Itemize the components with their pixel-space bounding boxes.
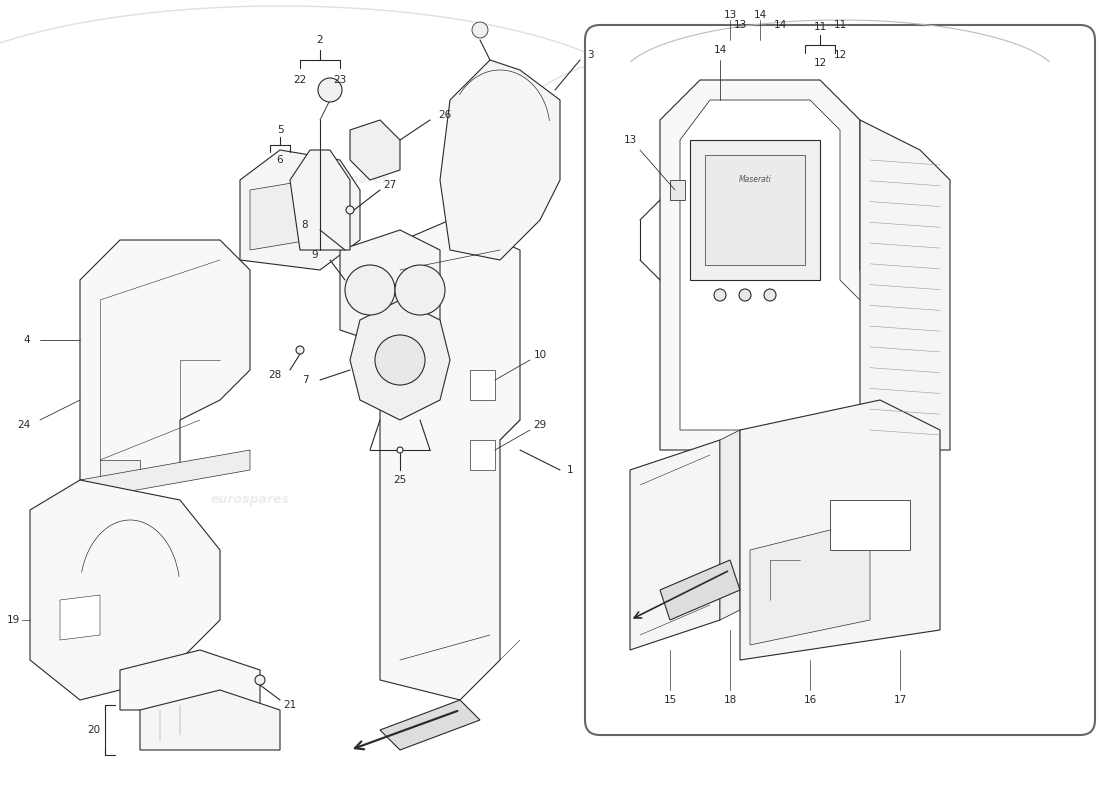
- Text: 12: 12: [834, 50, 847, 60]
- Text: 19: 19: [7, 615, 20, 625]
- Text: Maserati: Maserati: [738, 175, 771, 185]
- Text: 14: 14: [714, 45, 727, 55]
- Text: 23: 23: [333, 75, 346, 85]
- Polygon shape: [80, 240, 250, 480]
- Polygon shape: [240, 150, 360, 270]
- Text: 3: 3: [586, 50, 593, 60]
- Polygon shape: [830, 500, 910, 550]
- Text: 24: 24: [16, 420, 30, 430]
- Text: 29: 29: [534, 420, 547, 430]
- Text: eurospares: eurospares: [141, 274, 220, 286]
- Polygon shape: [60, 595, 100, 640]
- Text: 26: 26: [439, 110, 452, 120]
- Circle shape: [375, 335, 425, 385]
- Circle shape: [255, 675, 265, 685]
- Text: 27: 27: [384, 180, 397, 190]
- Text: 5: 5: [277, 125, 284, 135]
- Circle shape: [346, 206, 354, 214]
- Text: 16: 16: [803, 695, 816, 705]
- Circle shape: [345, 265, 395, 315]
- Circle shape: [296, 346, 304, 354]
- Polygon shape: [140, 690, 280, 750]
- Polygon shape: [100, 460, 140, 480]
- Text: 10: 10: [534, 350, 547, 360]
- Text: 13: 13: [624, 135, 637, 145]
- Text: 15: 15: [663, 695, 676, 705]
- FancyBboxPatch shape: [585, 25, 1094, 735]
- Polygon shape: [350, 120, 400, 180]
- Text: 2: 2: [317, 35, 323, 45]
- Polygon shape: [630, 440, 720, 650]
- Text: 22: 22: [294, 75, 307, 85]
- Text: 13: 13: [734, 20, 747, 30]
- Text: 9: 9: [311, 250, 318, 260]
- Polygon shape: [120, 650, 260, 710]
- Polygon shape: [80, 450, 250, 500]
- Polygon shape: [290, 150, 350, 250]
- Text: 20: 20: [87, 725, 100, 735]
- Text: eurospares: eurospares: [660, 243, 739, 257]
- Text: 21: 21: [284, 700, 297, 710]
- Polygon shape: [670, 180, 685, 200]
- Polygon shape: [470, 440, 495, 470]
- Circle shape: [397, 447, 403, 453]
- Polygon shape: [680, 100, 880, 430]
- Text: 13: 13: [724, 10, 737, 20]
- Text: 4: 4: [23, 335, 30, 345]
- Polygon shape: [720, 430, 740, 620]
- Text: 14: 14: [754, 10, 767, 20]
- Circle shape: [395, 265, 446, 315]
- Polygon shape: [379, 220, 520, 700]
- Polygon shape: [470, 370, 495, 400]
- Polygon shape: [860, 120, 950, 450]
- Polygon shape: [379, 700, 480, 750]
- Polygon shape: [705, 155, 805, 265]
- Polygon shape: [750, 520, 870, 645]
- Text: 18: 18: [724, 695, 737, 705]
- Text: 25: 25: [394, 475, 407, 485]
- Circle shape: [318, 78, 342, 102]
- Text: 14: 14: [773, 20, 786, 30]
- Text: eurospares: eurospares: [210, 494, 289, 506]
- Polygon shape: [250, 180, 310, 250]
- Text: 17: 17: [893, 695, 906, 705]
- Text: 6: 6: [277, 155, 284, 165]
- Polygon shape: [660, 560, 740, 620]
- Text: 12: 12: [813, 58, 826, 68]
- Circle shape: [714, 289, 726, 301]
- Text: 1: 1: [566, 465, 573, 475]
- Circle shape: [739, 289, 751, 301]
- Text: 11: 11: [834, 20, 847, 30]
- Circle shape: [472, 22, 488, 38]
- Polygon shape: [350, 300, 450, 420]
- Polygon shape: [660, 80, 900, 450]
- Polygon shape: [740, 400, 940, 660]
- Polygon shape: [30, 480, 220, 700]
- Text: 7: 7: [301, 375, 308, 385]
- Text: 8: 8: [301, 220, 308, 230]
- Polygon shape: [690, 140, 820, 280]
- Polygon shape: [440, 60, 560, 260]
- Circle shape: [764, 289, 776, 301]
- Text: 11: 11: [813, 22, 826, 32]
- Polygon shape: [340, 230, 440, 350]
- Text: eurospares: eurospares: [310, 174, 389, 186]
- Text: 28: 28: [268, 370, 282, 380]
- Text: eurospares: eurospares: [840, 414, 920, 426]
